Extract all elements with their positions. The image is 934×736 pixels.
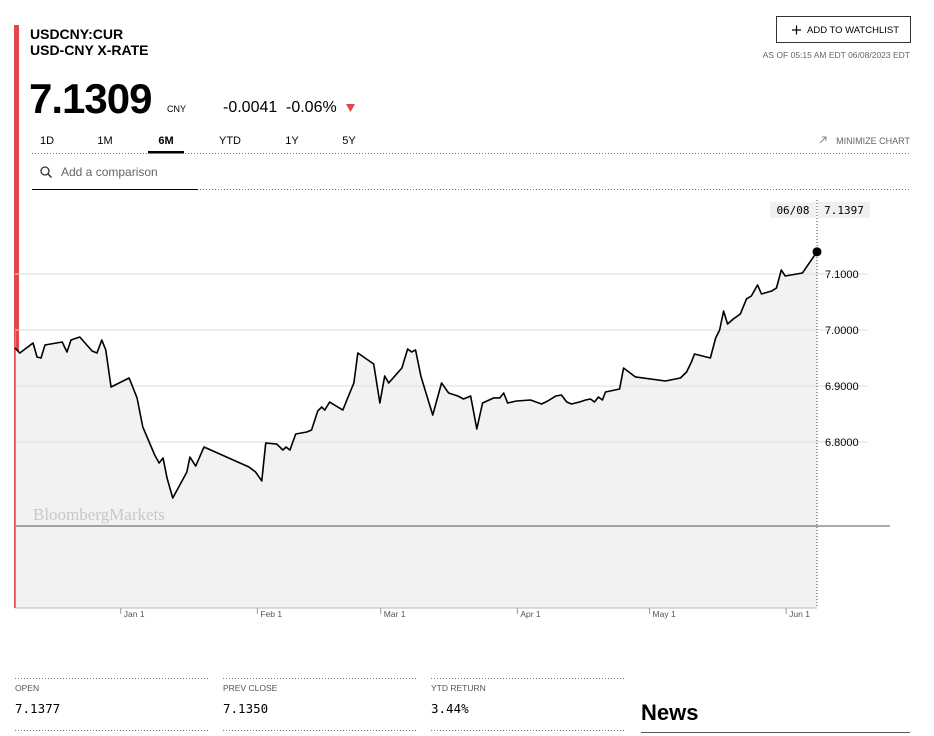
range-tab[interactable]: 5Y [342, 135, 356, 147]
minimize-label: MINIMIZE CHART [836, 136, 910, 146]
y-tick-label: 7.1000 [825, 269, 859, 281]
y-tick-label: 6.8000 [825, 437, 859, 449]
range-tab[interactable]: 1D [40, 135, 54, 147]
down-arrow [346, 104, 355, 112]
minimize-chart[interactable]: MINIMIZE CHART [819, 136, 910, 146]
area [15, 251, 817, 608]
tooltip-value: 7.1397 [824, 204, 864, 217]
tooltip-date-box [770, 202, 816, 218]
minimize-icon [819, 136, 827, 144]
range-tab[interactable]: 1Y [285, 135, 299, 147]
active-tab-underline [148, 151, 184, 154]
change-percent: -0.06% [286, 99, 337, 116]
as-of: AS OF 05:15 AM EDT 06/08/2023 EDT [763, 50, 910, 60]
stat-value: 7.1350 [223, 701, 268, 716]
last-point [812, 247, 822, 257]
plus-icon [792, 25, 801, 35]
range-tabs: 1D 1M 6M YTD 1Y 5Y [40, 135, 356, 154]
y-tick-label: 6.9000 [825, 381, 859, 393]
instrument-name: USD-CNY X-RATE [30, 42, 149, 58]
news-heading: News [641, 700, 698, 725]
x-tick-label: Jan 1 [124, 609, 145, 619]
stat-label: YTD RETURN [431, 683, 486, 693]
search-icon [40, 166, 50, 176]
symbol: USDCNY:CUR [30, 26, 123, 42]
stat-label: OPEN [15, 683, 39, 693]
accent-bar [14, 25, 19, 608]
tooltip-date: 06/08 [776, 204, 809, 217]
button-label: ADD TO WATCHLIST [807, 25, 899, 36]
x-tick-label: Feb 1 [260, 609, 282, 619]
watchlist-button[interactable]: ADD TO WATCHLIST [776, 16, 911, 43]
comparison-placeholder: Add a comparison [61, 165, 158, 179]
x-tick-label: Apr 1 [520, 609, 541, 619]
stat-value: 3.44% [431, 701, 469, 716]
y-tick-label: 7.0000 [825, 325, 859, 337]
search-icon-handle [47, 173, 53, 179]
stat-value: 7.1377 [15, 701, 60, 716]
range-tab[interactable]: 6M [158, 135, 173, 147]
range-tab[interactable]: 1M [97, 135, 112, 147]
x-tick-label: May 1 [653, 609, 676, 619]
comparison-input[interactable]: Add a comparison [40, 165, 158, 179]
watermark: BloombergMarkets [33, 505, 165, 524]
price: 7.1309 [29, 75, 151, 122]
price-line [14, 251, 818, 499]
stats: OPEN 7.1377 PREV CLOSE 7.1350 YTD RETURN 3.44… [15, 678, 624, 731]
tooltip-value-box [818, 202, 870, 218]
range-tab[interactable]: YTD [219, 135, 241, 147]
chart: 6.8000 6.9000 7.0000 7.1000 BloombergMarkets… [14, 200, 890, 619]
stat-label: PREV CLOSE [223, 683, 278, 693]
change: -0.0041 [223, 99, 277, 116]
x-tick-label: Mar 1 [384, 609, 406, 619]
currency: CNY [167, 104, 186, 114]
x-tick-label: Jun 1 [789, 609, 810, 619]
